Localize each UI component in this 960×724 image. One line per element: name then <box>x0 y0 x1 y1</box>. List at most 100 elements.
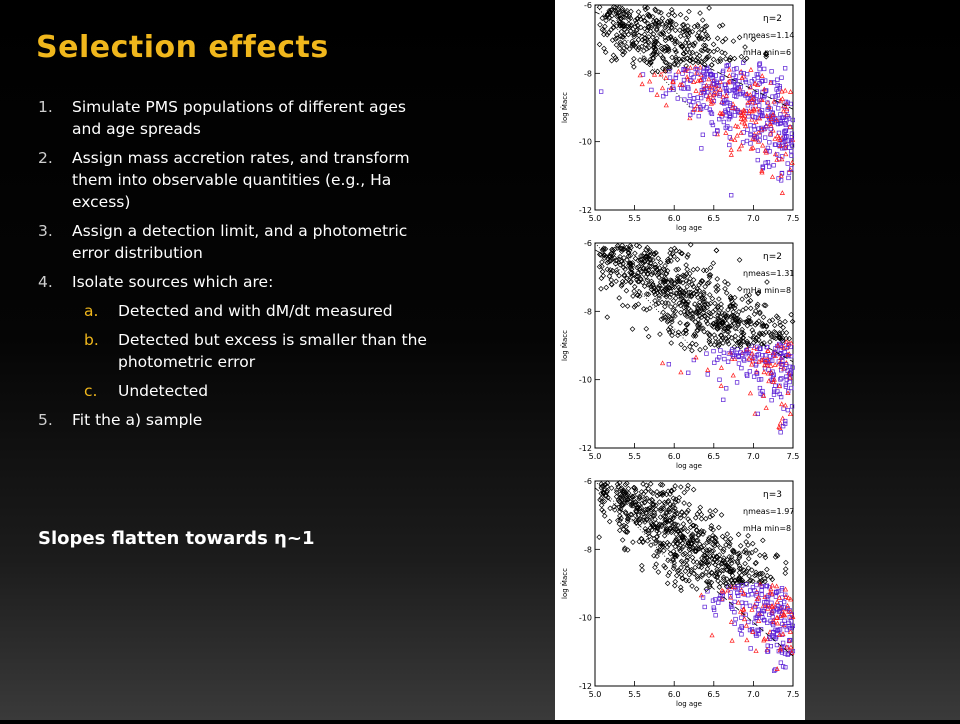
black-diamond-point <box>670 557 676 564</box>
black-diamond-point <box>668 316 675 323</box>
blue-square-point <box>733 74 739 79</box>
black-diamond-point <box>670 515 676 522</box>
black-diamond-point <box>768 333 775 340</box>
blue-square-point <box>711 607 717 613</box>
sub-list-text: Undetected <box>118 382 209 400</box>
black-diamond-point <box>694 32 701 39</box>
red-triangle-point <box>749 361 755 367</box>
red-triangle-point <box>787 89 794 94</box>
black-diamond-point <box>660 491 667 498</box>
black-diamond-point <box>672 551 679 558</box>
red-triangle-point <box>765 602 771 608</box>
black-diamond-point <box>613 10 619 16</box>
black-diamond-point <box>691 290 697 297</box>
black-diamond-point <box>635 504 642 510</box>
red-triangle-point <box>726 66 732 72</box>
black-diamond-point <box>653 266 660 273</box>
black-diamond-point <box>673 531 679 538</box>
red-triangle-point <box>740 606 746 612</box>
blue-square-point <box>721 68 726 74</box>
black-diamond-point <box>623 510 629 517</box>
black-diamond-point <box>624 275 630 282</box>
black-diamond-point <box>641 250 648 256</box>
blue-square-point <box>777 84 782 89</box>
sub-list-item: b. Detected but excess is smaller than t… <box>38 329 438 373</box>
black-diamond-point <box>692 564 698 571</box>
black-diamond-point <box>704 330 711 336</box>
red-triangle-point <box>738 112 744 118</box>
black-diamond-point <box>656 549 662 555</box>
black-diamond-point <box>708 62 715 68</box>
black-diamond-point <box>612 36 619 42</box>
red-triangle-point <box>784 106 790 112</box>
black-diamond-point <box>650 13 656 20</box>
black-diamond-point <box>667 285 673 291</box>
black-diamond-point <box>642 4 648 10</box>
red-triangle-point <box>751 95 757 101</box>
black-diamond-point <box>747 297 754 304</box>
blue-square-point <box>748 123 753 128</box>
black-diamond-point <box>719 533 726 540</box>
red-triangle-point <box>749 108 755 114</box>
blue-square-point <box>744 138 750 144</box>
black-diamond-point <box>663 271 669 277</box>
black-diamond-point <box>650 257 656 263</box>
black-diamond-point <box>651 524 657 530</box>
black-diamond-point <box>717 58 724 64</box>
black-diamond-point <box>619 278 626 285</box>
blue-square-point <box>748 131 753 137</box>
black-diamond-point <box>689 554 696 561</box>
black-diamond-point <box>684 528 691 535</box>
black-diamond-point <box>619 302 626 309</box>
black-diamond-point <box>713 247 720 254</box>
black-diamond-point <box>736 563 743 569</box>
black-diamond-point <box>727 293 734 300</box>
black-diamond-point <box>652 38 658 45</box>
x-tick-label: 6.0 <box>668 690 681 699</box>
black-diamond-point <box>672 499 679 505</box>
blue-square-point <box>776 176 781 181</box>
blue-square-point <box>721 350 727 356</box>
black-diamond-point <box>709 555 715 562</box>
red-triangle-point <box>768 116 774 121</box>
black-diamond-point <box>684 27 690 33</box>
black-diamond-point <box>744 338 750 345</box>
black-diamond-point <box>663 509 670 515</box>
blue-square-point <box>731 67 737 72</box>
black-diamond-point <box>705 536 712 543</box>
blue-square-point <box>763 603 768 609</box>
red-triangle-point <box>691 106 697 112</box>
blue-square-point <box>765 107 770 112</box>
blue-square-point <box>691 75 696 80</box>
blue-square-point <box>707 107 712 112</box>
black-diamond-point <box>688 567 695 573</box>
black-diamond-point <box>616 479 623 486</box>
black-diamond-point <box>720 546 727 553</box>
black-diamond-point <box>725 341 732 347</box>
fit-line <box>594 11 794 110</box>
black-diamond-point <box>707 514 713 520</box>
y-tick-label: -12 <box>579 206 592 215</box>
black-diamond-point <box>643 268 650 275</box>
black-diamond-point <box>690 522 696 529</box>
black-diamond-point <box>677 320 683 326</box>
blue-square-point <box>728 594 733 599</box>
black-diamond-point <box>656 283 662 289</box>
black-diamond-point <box>735 322 741 329</box>
black-diamond-point <box>701 560 707 567</box>
black-diamond-point <box>653 264 660 271</box>
black-diamond-point <box>714 325 721 331</box>
black-diamond-point <box>678 250 685 257</box>
black-diamond-point <box>641 306 647 312</box>
black-diamond-point <box>712 535 719 542</box>
black-diamond-point <box>636 520 643 526</box>
black-diamond-point <box>631 485 638 491</box>
sub-list-item: a. Detected and with dM/dt measured <box>38 300 438 322</box>
black-diamond-point <box>739 326 745 333</box>
black-diamond-point <box>728 560 735 567</box>
black-diamond-point <box>625 490 632 497</box>
black-diamond-point <box>684 254 690 260</box>
black-diamond-point <box>689 537 696 544</box>
list-number: 4. <box>38 273 53 291</box>
